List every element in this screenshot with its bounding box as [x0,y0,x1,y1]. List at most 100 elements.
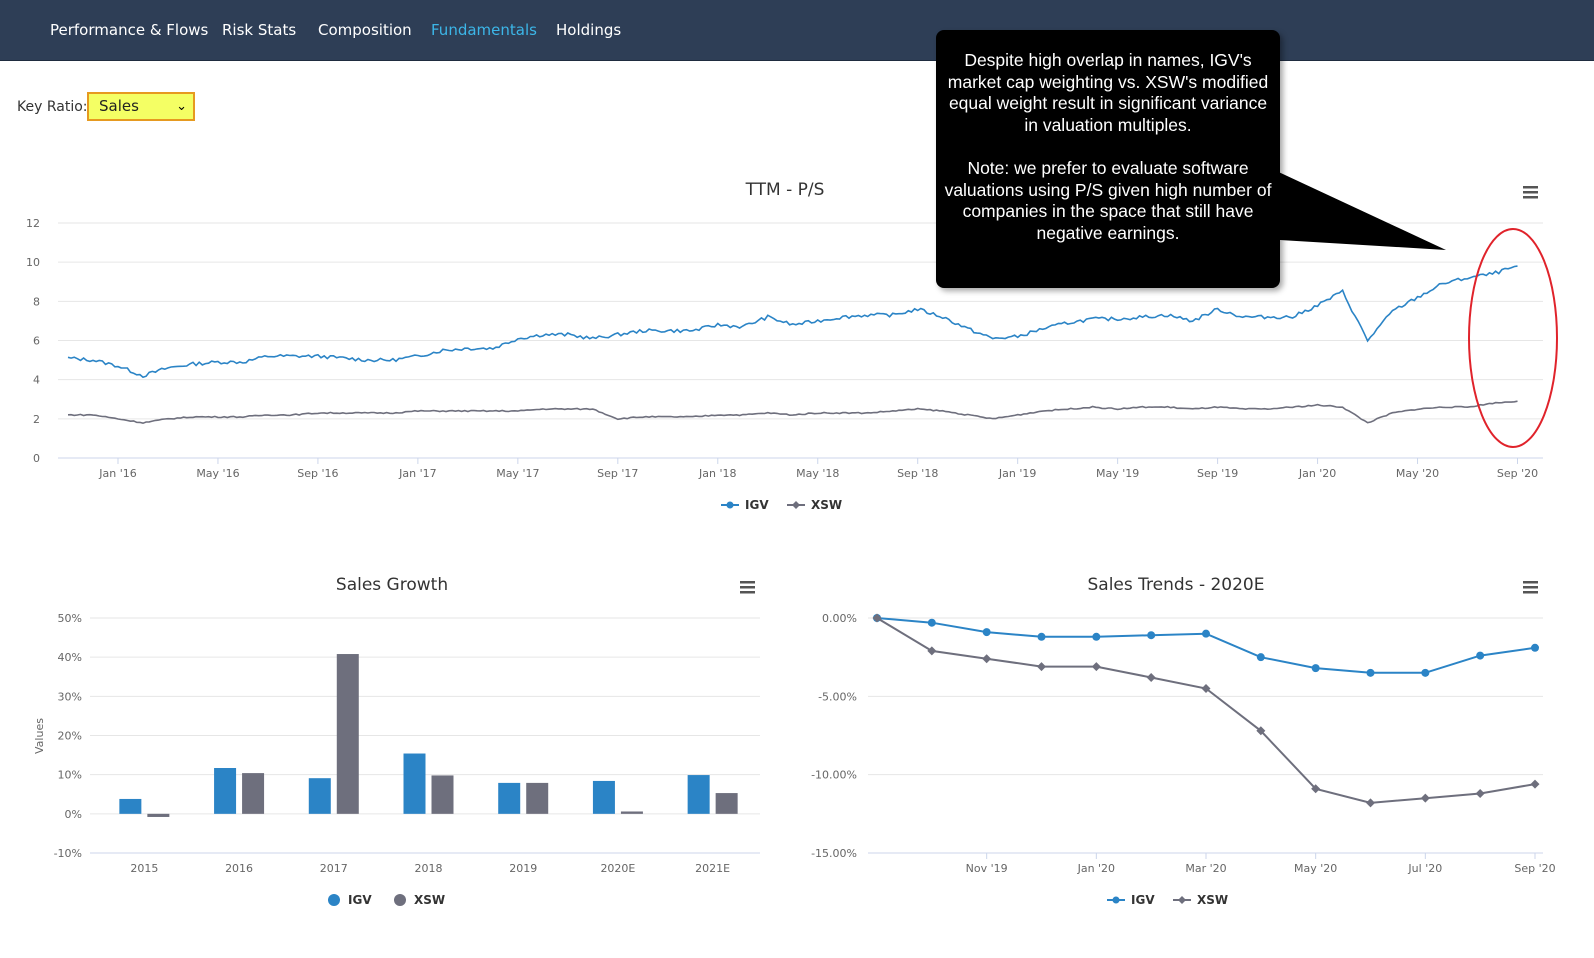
point-xsw[interactable] [1311,784,1321,794]
bar-igv-2020e[interactable] [592,780,615,814]
legend-marker [1112,896,1120,904]
point-xsw[interactable] [1146,673,1156,683]
callout-pointer [1270,168,1446,250]
point-igv[interactable] [1037,632,1046,641]
point-xsw[interactable] [1475,788,1485,798]
callout-paragraph-2: Note: we prefer to evaluate software val… [944,157,1272,243]
point-xsw[interactable] [1037,662,1046,672]
point-igv[interactable] [1366,668,1375,677]
point-igv[interactable] [1256,653,1265,662]
bar-xsw-2017[interactable] [336,654,359,814]
bar-igv-2015[interactable] [119,798,142,814]
tab-holdings[interactable]: Holdings [556,21,622,39]
point-igv[interactable] [1421,668,1430,677]
tab-risk-stats[interactable]: Risk Stats [222,21,297,39]
bar-igv-2019[interactable] [498,782,521,814]
bar-xsw-2019[interactable] [526,782,549,814]
ps-legend-xsw[interactable]: XSW [787,498,842,512]
menu-icon-bar [1523,591,1538,594]
point-xsw[interactable] [1530,779,1540,789]
y-tick-label: 30% [58,690,82,703]
y-tick-label: -15.00% [811,847,857,860]
point-xsw[interactable] [1420,793,1430,803]
sales-growth-legend-igv[interactable]: IGV [328,893,372,907]
ps-chart: TTM - P/S 0 2 4 6 8 10 12 Jan '16 May '16 Sep '1… [26,180,1543,512]
menu-icon-bar [740,591,755,594]
y-tick-label: 0% [65,808,82,821]
menu-icon-bar [740,586,755,589]
tab-fundamentals[interactable]: Fundamentals [431,21,537,39]
menu-icon-bar [1523,191,1538,194]
point-xsw[interactable] [927,646,937,656]
bar-xsw-2015[interactable] [147,813,170,817]
sales-trends-title: Sales Trends - 2020E [1088,575,1265,595]
legend-label: XSW [811,498,842,512]
legend-marker [1178,896,1186,904]
bar-xsw-2016[interactable] [242,773,265,814]
series-line-igv[interactable] [876,617,1536,674]
bar-xsw-2021e[interactable] [715,793,738,814]
point-igv[interactable] [1311,664,1320,673]
legend-label: IGV [1131,893,1155,907]
series-line-xsw[interactable] [67,400,1518,425]
x-tick-label: Mar '20 [1185,862,1226,875]
sales-growth-title: Sales Growth [336,575,448,595]
ps-legend-igv[interactable]: IGV [721,498,769,512]
point-igv[interactable] [1476,651,1485,660]
bar-igv-2017[interactable] [308,778,331,814]
menu-icon-bar [1523,196,1538,199]
x-tick-label: Sep '20 [1514,862,1555,875]
point-xsw[interactable] [872,613,882,623]
highlight-ellipse [1468,228,1558,448]
sales-trends-chart: Sales Trends - 2020E 0.00% -5.00% -10.00% -… [811,575,1556,907]
bar-xsw-2018[interactable] [431,775,454,814]
legend-marker [792,501,800,509]
x-tick-label: Jan '20 [1077,862,1115,875]
point-igv[interactable] [1202,629,1210,638]
ps-chart-menu-button[interactable] [1520,183,1542,203]
menu-icon-bar [740,581,755,584]
annotation-callout: Despite high overlap in names, IGV's mar… [936,30,1280,288]
point-xsw[interactable] [982,654,992,664]
tab-composition[interactable]: Composition [318,21,412,39]
y-tick-label: 0 [33,452,40,465]
y-tick-label: 10% [58,769,82,782]
top-nav: Performance & Flows Risk Stats Compositi… [0,0,1594,61]
point-igv[interactable] [927,618,936,627]
bar-xsw-2020e[interactable] [620,811,643,814]
x-tick-label: 2021E [695,862,730,875]
bar-igv-2018[interactable] [403,753,426,814]
legend-label: XSW [1197,893,1228,907]
tab-performance-flows[interactable]: Performance & Flows [50,21,209,39]
sales-growth-legend-xsw[interactable]: XSW [394,893,445,907]
point-xsw[interactable] [1201,684,1211,693]
point-igv[interactable] [1147,631,1156,640]
series-line-igv[interactable] [67,265,1518,379]
sales-trends-legend-igv[interactable]: IGV [1107,893,1155,907]
point-igv[interactable] [982,628,991,637]
y-tick-label: 2 [33,413,40,426]
y-tick-label: 4 [33,374,40,387]
bar-igv-2016[interactable] [214,768,237,814]
x-tick-label: 2017 [320,862,348,875]
point-igv[interactable] [1531,643,1539,652]
bar-igv-2021e[interactable] [687,775,710,814]
point-xsw[interactable] [1091,662,1101,672]
legend-swatch [328,894,340,906]
x-tick-label: 2015 [130,862,158,875]
point-igv[interactable] [1092,632,1101,641]
legend-label: IGV [745,498,769,512]
point-xsw[interactable] [1256,726,1266,736]
sales-growth-menu-button[interactable] [736,578,758,598]
key-ratio-select[interactable]: Sales ⌄ [87,92,195,121]
sales-growth-ylabel: Values [33,718,46,754]
x-tick-label: Jan '16 [98,467,136,480]
x-tick-label: May '20 [1294,862,1337,875]
x-tick-label: Jan '17 [398,467,436,480]
point-xsw[interactable] [1366,798,1375,808]
sales-trends-legend-xsw[interactable]: XSW [1173,893,1228,907]
sales-trends-menu-button[interactable] [1520,578,1542,598]
x-tick-label: 2020E [600,862,635,875]
sales-growth-chart: Sales Growth Values -10% 0% 10% 20% 30% 40% 50… [33,575,760,907]
